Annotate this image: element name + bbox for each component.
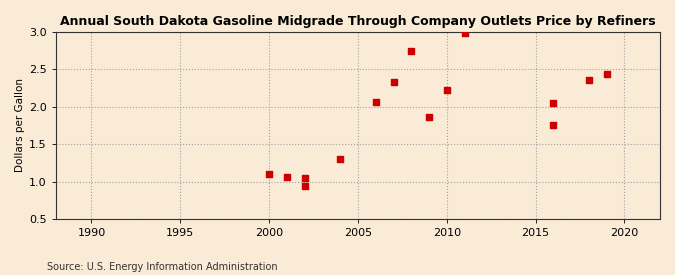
Point xyxy=(371,99,381,104)
Point xyxy=(424,115,435,119)
Point xyxy=(388,80,399,84)
Point xyxy=(335,157,346,161)
Y-axis label: Dollars per Gallon: Dollars per Gallon xyxy=(15,78,25,172)
Point xyxy=(548,123,559,128)
Point xyxy=(548,101,559,105)
Point xyxy=(583,78,594,82)
Point xyxy=(459,31,470,36)
Point xyxy=(281,175,292,179)
Point xyxy=(601,72,612,76)
Point xyxy=(406,48,416,53)
Point xyxy=(264,172,275,176)
Text: Source: U.S. Energy Information Administration: Source: U.S. Energy Information Administ… xyxy=(47,262,278,272)
Point xyxy=(441,88,452,92)
Point xyxy=(299,184,310,188)
Title: Annual South Dakota Gasoline Midgrade Through Company Outlets Price by Refiners: Annual South Dakota Gasoline Midgrade Th… xyxy=(60,15,656,28)
Point xyxy=(299,176,310,180)
